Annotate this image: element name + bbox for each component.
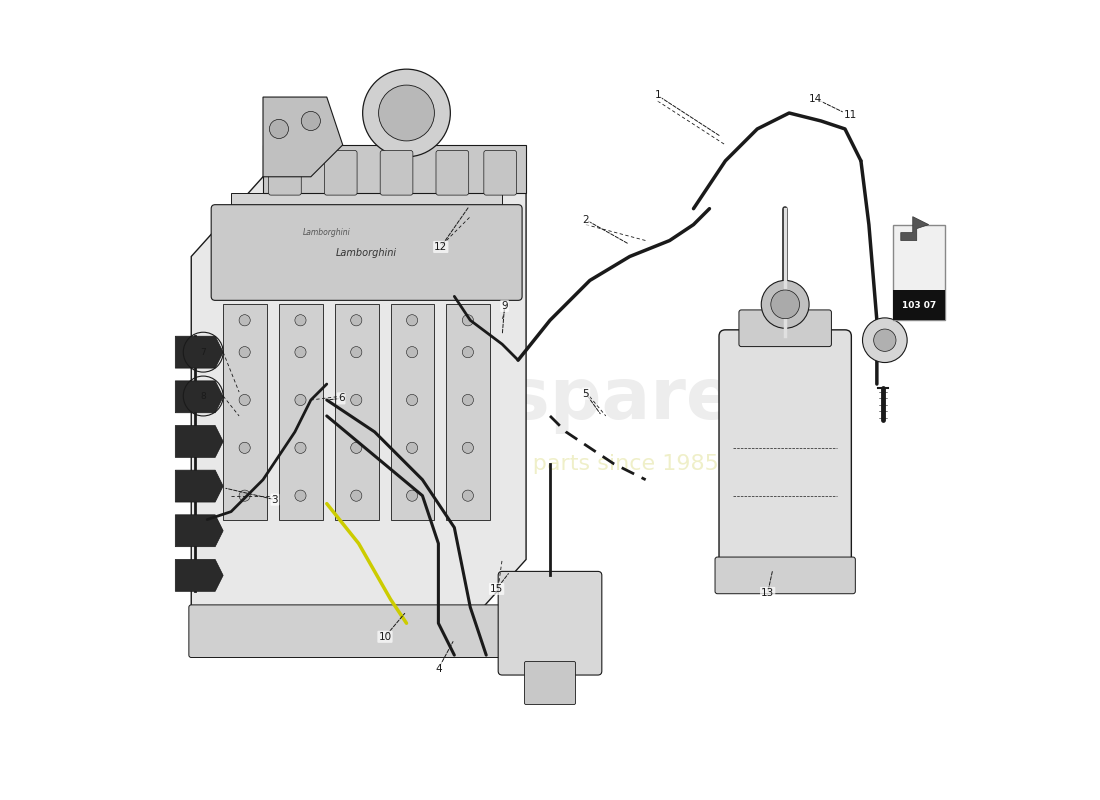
Polygon shape (175, 336, 223, 368)
Circle shape (239, 314, 250, 326)
Text: a passion for parts since 1985: a passion for parts since 1985 (382, 454, 718, 474)
Polygon shape (447, 304, 491, 519)
Circle shape (407, 394, 418, 406)
Circle shape (295, 394, 306, 406)
FancyBboxPatch shape (436, 150, 469, 195)
Text: 15: 15 (490, 584, 503, 594)
Circle shape (239, 394, 250, 406)
Circle shape (351, 490, 362, 502)
Circle shape (771, 290, 800, 318)
Text: 11: 11 (844, 110, 857, 119)
Polygon shape (223, 304, 267, 519)
Text: 12: 12 (434, 242, 448, 252)
Text: 6: 6 (338, 394, 344, 403)
Circle shape (462, 442, 473, 454)
Text: 3: 3 (272, 494, 278, 505)
Circle shape (407, 346, 418, 358)
Circle shape (295, 442, 306, 454)
Circle shape (270, 119, 288, 138)
Polygon shape (175, 381, 223, 413)
FancyBboxPatch shape (211, 205, 522, 300)
Text: 2: 2 (583, 215, 590, 225)
Text: 7: 7 (200, 348, 206, 357)
Polygon shape (231, 193, 503, 281)
FancyBboxPatch shape (893, 290, 945, 320)
FancyBboxPatch shape (719, 330, 851, 582)
Circle shape (862, 318, 907, 362)
Circle shape (873, 329, 896, 351)
Polygon shape (175, 470, 223, 502)
Circle shape (239, 490, 250, 502)
Text: Lamborghini: Lamborghini (302, 228, 351, 237)
Text: 1: 1 (654, 90, 661, 101)
Polygon shape (901, 217, 928, 241)
FancyBboxPatch shape (324, 150, 358, 195)
Text: 5: 5 (583, 389, 590, 398)
Polygon shape (175, 559, 223, 591)
Circle shape (295, 490, 306, 502)
Text: 4: 4 (436, 664, 442, 674)
Text: 10: 10 (378, 632, 392, 642)
FancyBboxPatch shape (525, 662, 575, 705)
Polygon shape (279, 304, 322, 519)
Circle shape (295, 314, 306, 326)
Circle shape (462, 394, 473, 406)
Text: Lamborghini: Lamborghini (337, 247, 397, 258)
FancyBboxPatch shape (739, 310, 832, 346)
Circle shape (407, 442, 418, 454)
Polygon shape (263, 97, 343, 177)
Text: 13: 13 (761, 588, 774, 598)
Circle shape (239, 442, 250, 454)
FancyBboxPatch shape (715, 557, 856, 594)
Circle shape (351, 346, 362, 358)
Circle shape (363, 69, 450, 157)
Text: eurospares: eurospares (321, 366, 779, 434)
FancyBboxPatch shape (189, 605, 528, 658)
Polygon shape (263, 145, 526, 193)
Circle shape (761, 281, 810, 328)
Text: 8: 8 (200, 391, 206, 401)
Circle shape (295, 346, 306, 358)
Circle shape (351, 394, 362, 406)
Polygon shape (191, 177, 526, 639)
Circle shape (301, 111, 320, 130)
Circle shape (462, 314, 473, 326)
FancyBboxPatch shape (484, 150, 517, 195)
Polygon shape (175, 515, 223, 546)
Text: 103 07: 103 07 (902, 301, 936, 310)
Polygon shape (175, 426, 223, 458)
Circle shape (407, 314, 418, 326)
Circle shape (407, 490, 418, 502)
Circle shape (239, 346, 250, 358)
Circle shape (462, 490, 473, 502)
FancyBboxPatch shape (498, 571, 602, 675)
Circle shape (378, 85, 434, 141)
FancyBboxPatch shape (268, 150, 301, 195)
Circle shape (351, 314, 362, 326)
Circle shape (462, 346, 473, 358)
FancyBboxPatch shape (893, 225, 945, 320)
Text: 14: 14 (808, 94, 822, 104)
Text: 9: 9 (502, 301, 508, 311)
FancyBboxPatch shape (381, 150, 412, 195)
Polygon shape (334, 304, 378, 519)
Circle shape (351, 442, 362, 454)
Polygon shape (390, 304, 435, 519)
